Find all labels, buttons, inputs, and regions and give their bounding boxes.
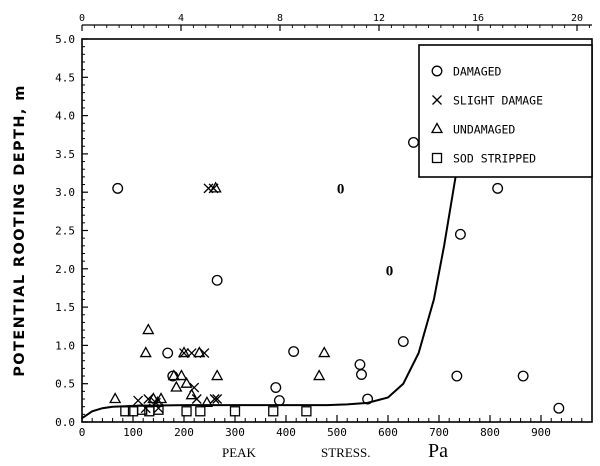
x-data-point <box>209 394 220 404</box>
x-tick-label: 800 <box>480 426 500 439</box>
x-data-point <box>133 395 144 406</box>
top-axis-tick-label: 4 <box>178 13 184 24</box>
x-tick-label: 500 <box>327 426 347 439</box>
x-tick-label: 700 <box>429 426 449 439</box>
triangle-data-point <box>147 392 160 404</box>
triangle-data-point <box>109 392 122 404</box>
x-data-point <box>212 394 223 404</box>
triangle-data-point <box>142 323 155 335</box>
triangle-data-point <box>193 346 206 358</box>
circle-data-point <box>362 393 374 405</box>
triangle-data-point <box>318 346 331 358</box>
circle-data-point <box>454 228 466 240</box>
x-tick-label: 300 <box>225 426 245 439</box>
circle-data-point <box>162 347 174 359</box>
y-tick-label: 1.5 <box>55 301 75 314</box>
x-tick-label: 0 <box>79 426 86 439</box>
legend-square-marker <box>431 152 443 164</box>
triangle-data-point <box>185 388 198 400</box>
triangle-data-point <box>209 181 222 193</box>
legend-box <box>418 44 593 178</box>
legend-entry-label: UNDAMAGED <box>453 123 515 137</box>
x-tick-label: 200 <box>174 426 194 439</box>
triangle-data-point <box>170 380 183 392</box>
circle-data-point <box>492 182 504 194</box>
x-tick-label: 900 <box>531 426 551 439</box>
top-axis-tick-label: 20 <box>571 13 583 24</box>
circle-data-point <box>408 136 419 148</box>
triangle-data-point <box>151 396 164 407</box>
legend-entry-label: SLIGHT DAMAGE <box>453 94 543 108</box>
y-tick-label: 4.0 <box>55 110 75 123</box>
triangle-data-point <box>180 376 193 388</box>
triangle-data-point <box>154 392 168 404</box>
square-data-point <box>153 404 164 415</box>
y-tick-label: 0.5 <box>55 378 75 391</box>
y-tick-label: 3.5 <box>55 148 75 161</box>
legend-entry-label: DAMAGED <box>453 65 502 79</box>
x-tick-label: 100 <box>123 426 143 439</box>
y-axis-label: POTENTIAL ROOTING DEPTH, m <box>12 84 28 377</box>
legend-triangle-marker <box>430 122 444 134</box>
square-data-point <box>195 406 206 417</box>
x-tick-label: 400 <box>276 426 296 439</box>
x-axis-label-unit: Pa <box>428 440 448 462</box>
square-data-point <box>120 406 131 417</box>
circle-data-point <box>112 182 124 194</box>
y-tick-label: 1.0 <box>55 339 75 352</box>
y-tick-label: 3.0 <box>55 186 75 199</box>
triangle-data-point <box>167 369 180 381</box>
circle-data-point <box>273 395 285 407</box>
fitted-curve-layer <box>81 107 469 420</box>
tick-labels: 0 100 200 300 400 500 600 700 800 9000.00.51.01.5… <box>55 13 583 439</box>
circle-data-point <box>356 369 367 380</box>
circle-data-point <box>354 359 366 371</box>
x-axis-label-word-1: PEAK <box>222 445 257 460</box>
square-data-point <box>301 406 312 417</box>
x-tick-label: 600 <box>378 426 398 439</box>
square-data-point <box>229 406 241 417</box>
circle-data-point <box>288 346 300 357</box>
tick-marks <box>81 25 590 423</box>
triangle-data-point <box>139 346 152 358</box>
fitted-curve <box>81 107 469 420</box>
square-data-point <box>268 406 279 417</box>
annotation-label: 0 <box>337 181 345 197</box>
circle-data-point <box>211 274 223 286</box>
x-axis-label-word-2: STRESS. <box>321 445 371 460</box>
circle-data-point <box>397 336 409 348</box>
legend: DAMAGED SLIGHT DAMAGE UNDAMAGED SOD STRIPPE… <box>418 44 593 178</box>
data-markers <box>109 136 565 417</box>
triangle-data-point <box>211 369 224 381</box>
annotations: 00 <box>337 181 393 279</box>
circle-data-point <box>517 370 529 382</box>
triangle-data-point <box>200 396 214 407</box>
circle-data-point <box>451 370 463 382</box>
circle-data-point <box>553 402 565 414</box>
legend-entry-label: SOD STRIPPED <box>453 152 536 166</box>
x-axis-label: PEAK STRESS. Pa <box>222 440 448 462</box>
y-tick-label: 0.0 <box>55 416 75 429</box>
y-tick-label: 2.5 <box>55 225 75 238</box>
square-data-point <box>137 404 148 415</box>
top-axis-tick-label: 8 <box>277 13 283 24</box>
y-tick-label: 4.5 <box>55 71 75 84</box>
legend-x-marker <box>432 95 442 105</box>
legend-circle-marker <box>431 65 443 77</box>
top-axis-tick-label: 0 <box>79 13 85 24</box>
circle-data-point <box>270 382 282 393</box>
y-tick-label: 5.0 <box>55 33 75 46</box>
triangle-data-point <box>313 369 326 381</box>
top-axis-tick-label: 12 <box>373 13 385 24</box>
square-data-point <box>181 406 192 417</box>
annotation-label: 0 <box>386 263 394 279</box>
top-axis-tick-label: 16 <box>472 13 484 24</box>
triangle-data-point <box>175 369 188 381</box>
y-tick-label: 2.0 <box>55 263 75 276</box>
triangle-data-point <box>177 346 191 358</box>
